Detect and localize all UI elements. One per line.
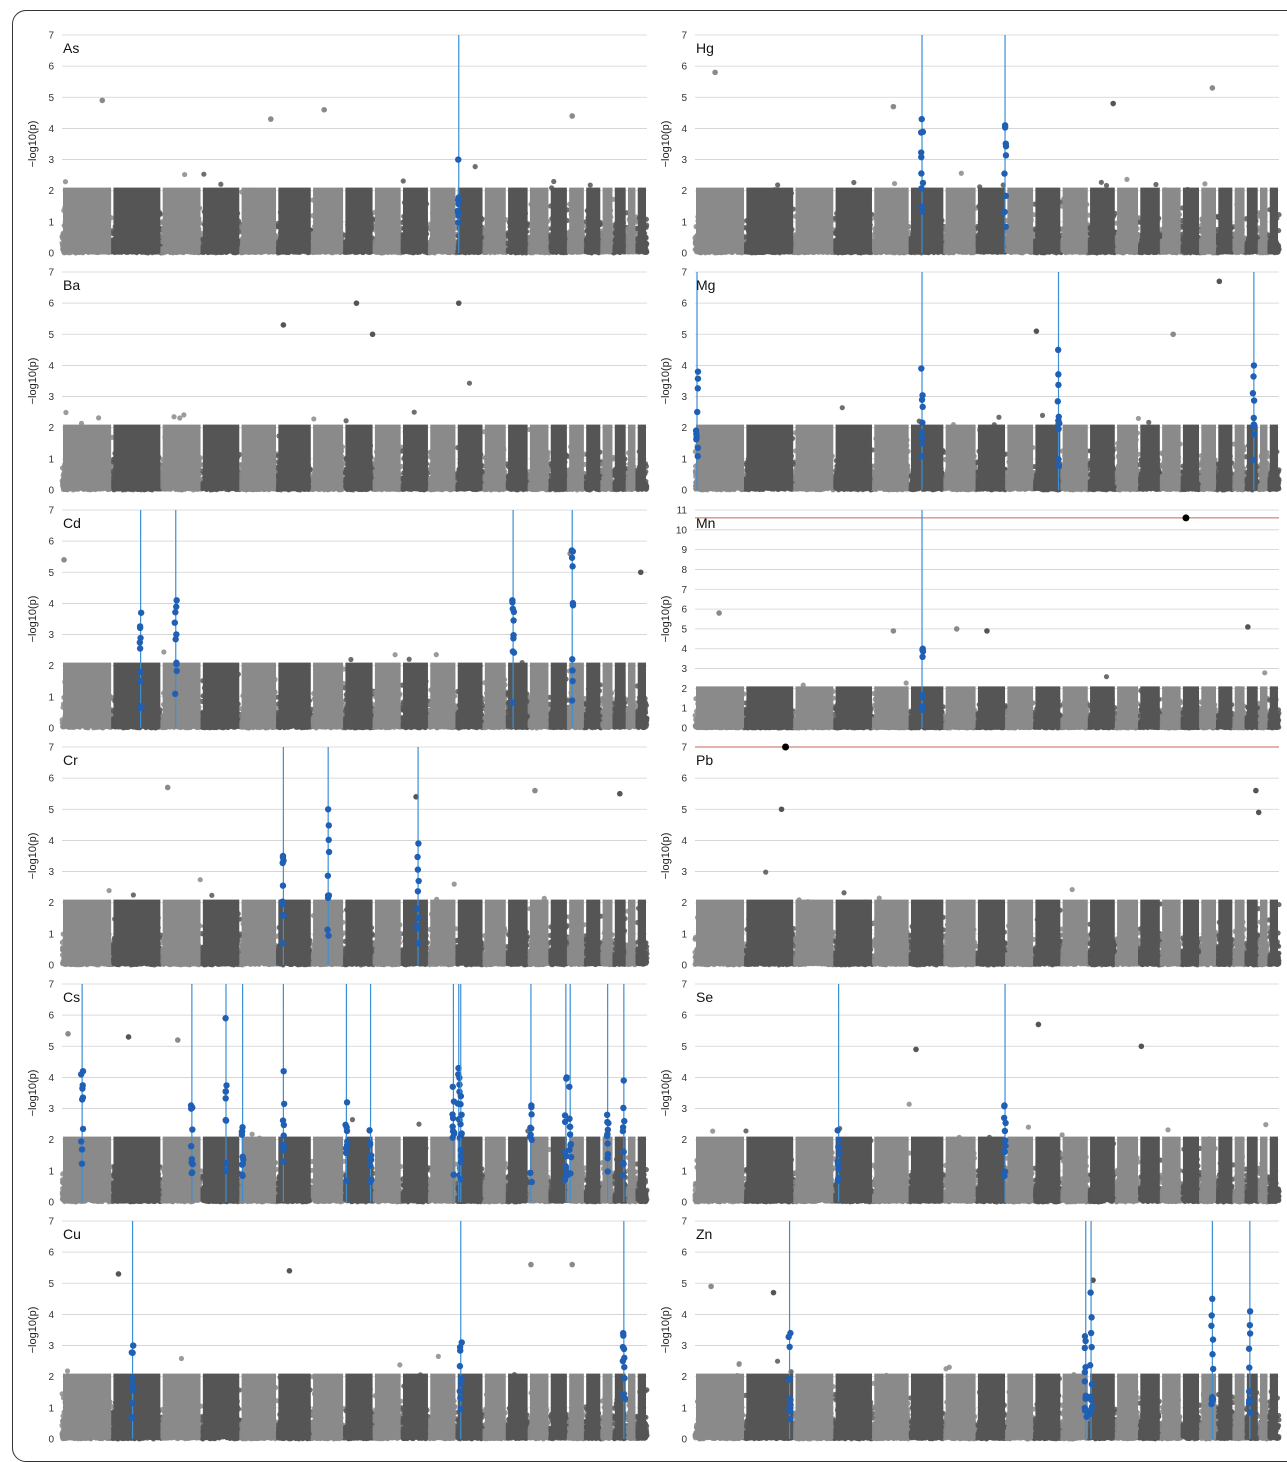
- snp-point: [218, 182, 223, 187]
- snp-points: [59, 164, 649, 256]
- y-tick-label: 4: [48, 124, 54, 135]
- y-tick-label: 1: [48, 217, 54, 228]
- y-tick-label: 3: [48, 155, 54, 166]
- y-tick-label: 0: [48, 249, 54, 260]
- y-tick-label: 2: [48, 186, 54, 197]
- y-tick-label: 6: [48, 62, 54, 73]
- y-tick-label: 5: [48, 93, 54, 104]
- snp-point: [63, 179, 68, 184]
- snp-point: [182, 172, 187, 177]
- y-tick-label: 7: [48, 31, 54, 42]
- y-axis-title: −log10(p): [27, 121, 39, 168]
- snp-point: [201, 172, 206, 177]
